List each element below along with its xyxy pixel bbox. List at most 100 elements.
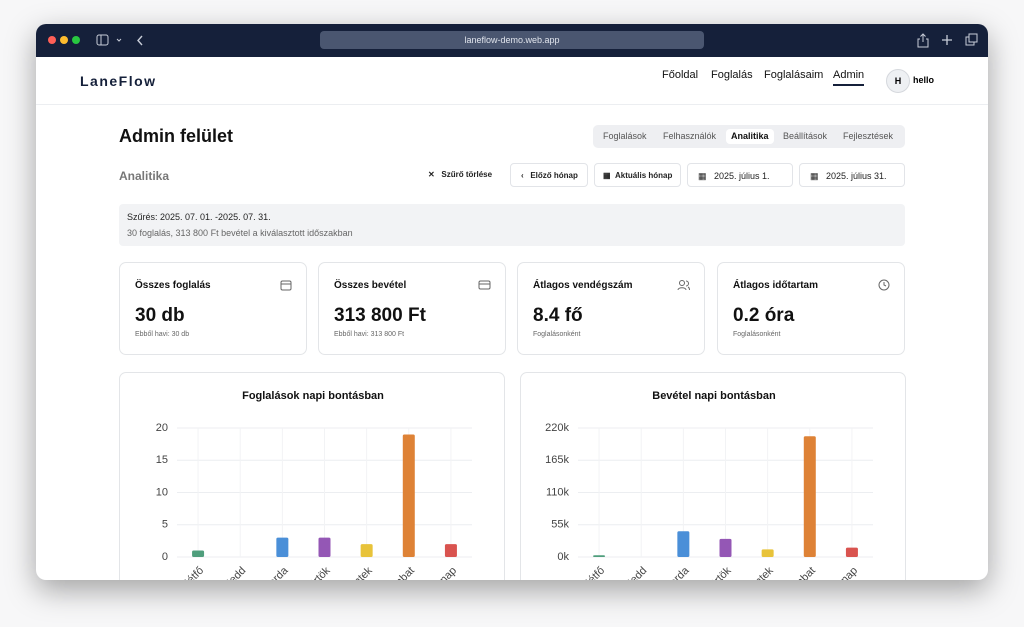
- y-tick-label: 5: [162, 519, 168, 531]
- y-tick-label: 10: [156, 486, 168, 498]
- nav-link[interactable]: Főoldal: [662, 69, 699, 81]
- stat-card: Átlagos időtartam 0.2 óra Foglalásonként: [717, 262, 905, 355]
- tab[interactable]: Felhasználók: [663, 131, 717, 141]
- calendar-icon: [280, 280, 292, 291]
- nav-link-active[interactable]: Admin: [833, 69, 865, 86]
- chart: Bevétel napi bontásban 0k 55k 110k 165k 220k H…: [545, 390, 873, 580]
- avatar[interactable]: H: [886, 69, 910, 93]
- nav-link[interactable]: Foglalásaim: [764, 69, 824, 81]
- card-sub: Foglalásonként: [533, 331, 581, 338]
- url-bar[interactable]: laneflow-demo.web.app: [320, 31, 704, 49]
- card-label: Összes bevétel: [334, 280, 407, 291]
- y-tick-label: 110k: [546, 486, 570, 498]
- window-actions[interactable]: [916, 33, 978, 48]
- prev-month-button[interactable]: ‹ Előző hónap: [510, 163, 588, 187]
- x-tick-label: Hétfő: [580, 565, 607, 580]
- date-text: 2025. július 1.: [714, 171, 770, 181]
- browser-window: laneflow-demo.web.app LaneFlow Főoldal F…: [36, 24, 988, 580]
- button-label: Előző hónap: [530, 171, 578, 180]
- y-tick-label: 15: [156, 454, 168, 466]
- x-tick-label: Szerda: [257, 564, 291, 580]
- clock-icon: [878, 279, 890, 291]
- tab[interactable]: Foglalások: [603, 131, 647, 141]
- date-to[interactable]: ▦ 2025. július 31.: [799, 163, 905, 187]
- title-bar: laneflow-demo.web.app: [36, 24, 988, 57]
- card-sub: Ebből havi: 30 db: [135, 331, 190, 338]
- y-tick-label: 0: [162, 551, 168, 563]
- stat-card: Átlagos vendégszám 8.4 fő Foglalásonként: [517, 262, 705, 355]
- bar: [803, 436, 816, 557]
- bar: [276, 537, 289, 557]
- user-name[interactable]: hello: [913, 75, 935, 85]
- chart-card: Foglalások napi bontásban 0 5 10 15 20 Hétfő Ke…: [119, 372, 505, 580]
- date-from[interactable]: ▦ 2025. július 1.: [687, 163, 793, 187]
- x-tick-label: Kedd: [222, 565, 249, 580]
- x-tick-label: Csütörtök: [692, 564, 734, 580]
- card-value: 0.2 óra: [733, 305, 795, 326]
- tab[interactable]: Fejlesztések: [843, 131, 894, 141]
- clear-filter-button[interactable]: ✕ Szűrő törlése: [428, 170, 493, 179]
- bar: [444, 544, 457, 557]
- y-tick-label: 0k: [557, 551, 569, 563]
- users-icon: [677, 280, 690, 291]
- y-tick-label: 220k: [545, 422, 569, 434]
- stat-card: Összes bevétel 313 800 Ft Ebből havi: 31…: [318, 262, 506, 355]
- navbar: [36, 57, 988, 105]
- card-value: 30 db: [135, 305, 185, 326]
- x-tick-label: Péntek: [743, 564, 776, 580]
- close-button[interactable]: [48, 36, 56, 44]
- chart: Foglalások napi bontásban 0 5 10 15 20 Hétfő Ke…: [156, 390, 472, 580]
- bar: [761, 549, 774, 557]
- page-title: Admin felület: [119, 126, 234, 146]
- x-tick-label: Péntek: [342, 564, 375, 580]
- logo[interactable]: LaneFlow: [80, 73, 157, 89]
- date-text: 2025. július 31.: [826, 171, 887, 181]
- toolbar-icons[interactable]: [96, 34, 146, 47]
- nav-link[interactable]: Foglalás: [711, 69, 753, 81]
- chart-title: Foglalások napi bontásban: [242, 390, 384, 402]
- tab-active[interactable]: Analitika: [726, 129, 774, 144]
- section-title: Analitika: [119, 169, 170, 183]
- bar: [360, 544, 373, 557]
- bar: [845, 547, 858, 557]
- minimize-button[interactable]: [60, 36, 68, 44]
- bar: [677, 531, 690, 557]
- bar: [402, 434, 415, 557]
- card-label: Átlagos időtartam: [733, 280, 819, 291]
- y-tick-label: 165k: [545, 454, 569, 466]
- x-tick-label: Szerda: [658, 564, 692, 580]
- card-sub: Foglalásonként: [733, 331, 781, 338]
- zoom-button[interactable]: [72, 36, 80, 44]
- tab[interactable]: Beállítások: [783, 131, 828, 141]
- filter-summary: Szűrés: 2025. 07. 01. -2025. 07. 31. 30 …: [119, 204, 905, 246]
- card-label: Összes foglalás: [135, 280, 211, 291]
- card-label: Átlagos vendégszám: [533, 280, 633, 291]
- x-tick-label: Hétfő: [179, 565, 206, 580]
- chart-card: Bevétel napi bontásban 0k 55k 110k 165k 220k H…: [520, 372, 906, 580]
- bar: [318, 537, 331, 557]
- bar: [192, 550, 205, 557]
- y-tick-label: 20: [156, 422, 168, 434]
- x-tick-label: Vasárnap: [418, 565, 459, 580]
- card-icon: [478, 280, 491, 290]
- tab-bar: Foglalások Felhasználók Analitika Beállí…: [593, 125, 905, 148]
- x-tick-label: Csütörtök: [291, 564, 333, 580]
- bar: [593, 555, 606, 557]
- chart-title: Bevétel napi bontásban: [652, 390, 776, 402]
- x-tick-label: Szombat: [378, 565, 417, 580]
- x-tick-label: Vasárnap: [819, 565, 860, 580]
- bar: [719, 538, 732, 557]
- stat-card: Összes foglalás 30 db Ebből havi: 30 db: [119, 262, 307, 355]
- current-month-button[interactable]: ▦ Aktuális hónap: [594, 163, 681, 187]
- button-label: Szűrő törlése: [441, 170, 493, 179]
- filter-stats: 30 foglalás, 313 800 Ft bevétel a kivála…: [127, 228, 353, 238]
- x-tick-label: Kedd: [623, 565, 650, 580]
- url-text: laneflow-demo.web.app: [464, 35, 560, 45]
- card-sub: Ebből havi: 313 800 Ft: [334, 331, 405, 338]
- y-tick-label: 55k: [551, 519, 569, 531]
- button-label: Aktuális hónap: [615, 171, 673, 180]
- card-value: 8.4 fő: [533, 305, 583, 326]
- card-value: 313 800 Ft: [334, 305, 426, 326]
- filter-range: Szűrés: 2025. 07. 01. -2025. 07. 31.: [127, 212, 271, 222]
